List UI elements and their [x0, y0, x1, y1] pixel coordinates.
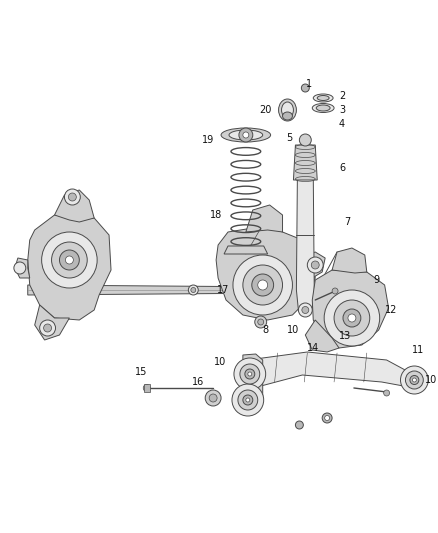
Circle shape — [248, 372, 252, 376]
Circle shape — [205, 390, 221, 406]
Text: 6: 6 — [339, 163, 345, 173]
Circle shape — [240, 364, 260, 384]
Polygon shape — [28, 285, 293, 295]
Ellipse shape — [313, 94, 333, 102]
Circle shape — [258, 319, 264, 325]
Polygon shape — [312, 270, 389, 348]
Text: 2: 2 — [339, 91, 345, 101]
Bar — [304, 138, 307, 175]
Circle shape — [42, 232, 97, 288]
Circle shape — [52, 242, 87, 278]
Polygon shape — [243, 352, 414, 390]
Text: 12: 12 — [385, 305, 398, 315]
Text: 17: 17 — [217, 285, 229, 295]
Ellipse shape — [283, 112, 293, 120]
Circle shape — [300, 134, 311, 146]
Circle shape — [209, 394, 217, 402]
Circle shape — [295, 421, 304, 429]
Circle shape — [243, 395, 253, 405]
Ellipse shape — [317, 95, 329, 101]
Polygon shape — [297, 252, 325, 278]
Circle shape — [334, 300, 370, 336]
Polygon shape — [216, 228, 315, 320]
Text: 16: 16 — [192, 377, 205, 387]
Circle shape — [68, 193, 76, 201]
Ellipse shape — [229, 130, 263, 140]
Circle shape — [233, 255, 293, 315]
Polygon shape — [28, 215, 111, 320]
Text: 20: 20 — [259, 105, 272, 115]
Circle shape — [413, 378, 417, 382]
Circle shape — [406, 371, 423, 389]
Circle shape — [258, 280, 268, 290]
Circle shape — [65, 256, 73, 264]
Ellipse shape — [316, 105, 330, 111]
Circle shape — [245, 369, 255, 379]
Circle shape — [191, 287, 196, 293]
Ellipse shape — [312, 103, 334, 112]
Text: 4: 4 — [339, 119, 345, 129]
Polygon shape — [246, 205, 283, 232]
Circle shape — [243, 132, 249, 138]
Circle shape — [64, 189, 80, 205]
Circle shape — [239, 128, 253, 142]
Text: 13: 13 — [339, 331, 351, 341]
Text: 10: 10 — [214, 357, 226, 367]
Text: 8: 8 — [263, 325, 269, 335]
Circle shape — [246, 398, 250, 402]
Circle shape — [44, 324, 52, 332]
Circle shape — [14, 262, 26, 274]
Circle shape — [255, 316, 267, 328]
Bar — [144, 384, 150, 392]
Text: 15: 15 — [134, 367, 147, 377]
Circle shape — [400, 366, 428, 394]
Circle shape — [301, 84, 309, 92]
Circle shape — [40, 320, 56, 336]
Circle shape — [232, 384, 264, 416]
Text: 5: 5 — [286, 133, 293, 143]
Circle shape — [307, 257, 323, 273]
Polygon shape — [332, 248, 367, 273]
Circle shape — [410, 376, 419, 384]
Text: 1: 1 — [306, 79, 312, 89]
Circle shape — [188, 285, 198, 295]
Text: 7: 7 — [344, 217, 350, 227]
Circle shape — [332, 288, 338, 294]
Circle shape — [384, 390, 389, 396]
Text: 3: 3 — [339, 105, 345, 115]
Polygon shape — [15, 258, 30, 278]
Circle shape — [322, 413, 332, 423]
Polygon shape — [297, 175, 314, 310]
Text: 9: 9 — [374, 275, 380, 285]
Polygon shape — [243, 354, 263, 408]
Text: 11: 11 — [412, 345, 424, 355]
Text: 10: 10 — [425, 375, 438, 385]
Text: 10: 10 — [287, 325, 300, 335]
Ellipse shape — [221, 128, 271, 142]
Polygon shape — [305, 320, 339, 352]
Circle shape — [243, 265, 283, 305]
Circle shape — [311, 261, 319, 269]
Polygon shape — [54, 190, 94, 222]
Polygon shape — [293, 145, 317, 180]
Ellipse shape — [282, 102, 293, 118]
Circle shape — [298, 303, 312, 317]
Polygon shape — [35, 305, 69, 340]
Circle shape — [143, 384, 150, 392]
Circle shape — [238, 390, 258, 410]
Circle shape — [325, 416, 330, 421]
Ellipse shape — [279, 99, 297, 121]
Circle shape — [302, 306, 309, 313]
Polygon shape — [224, 246, 268, 254]
Text: 19: 19 — [202, 135, 214, 145]
Circle shape — [60, 250, 79, 270]
Text: 18: 18 — [210, 210, 222, 220]
Circle shape — [234, 358, 266, 390]
Circle shape — [343, 309, 361, 327]
Text: 14: 14 — [307, 343, 319, 353]
Circle shape — [348, 314, 356, 322]
Circle shape — [252, 274, 274, 296]
Circle shape — [324, 290, 380, 346]
